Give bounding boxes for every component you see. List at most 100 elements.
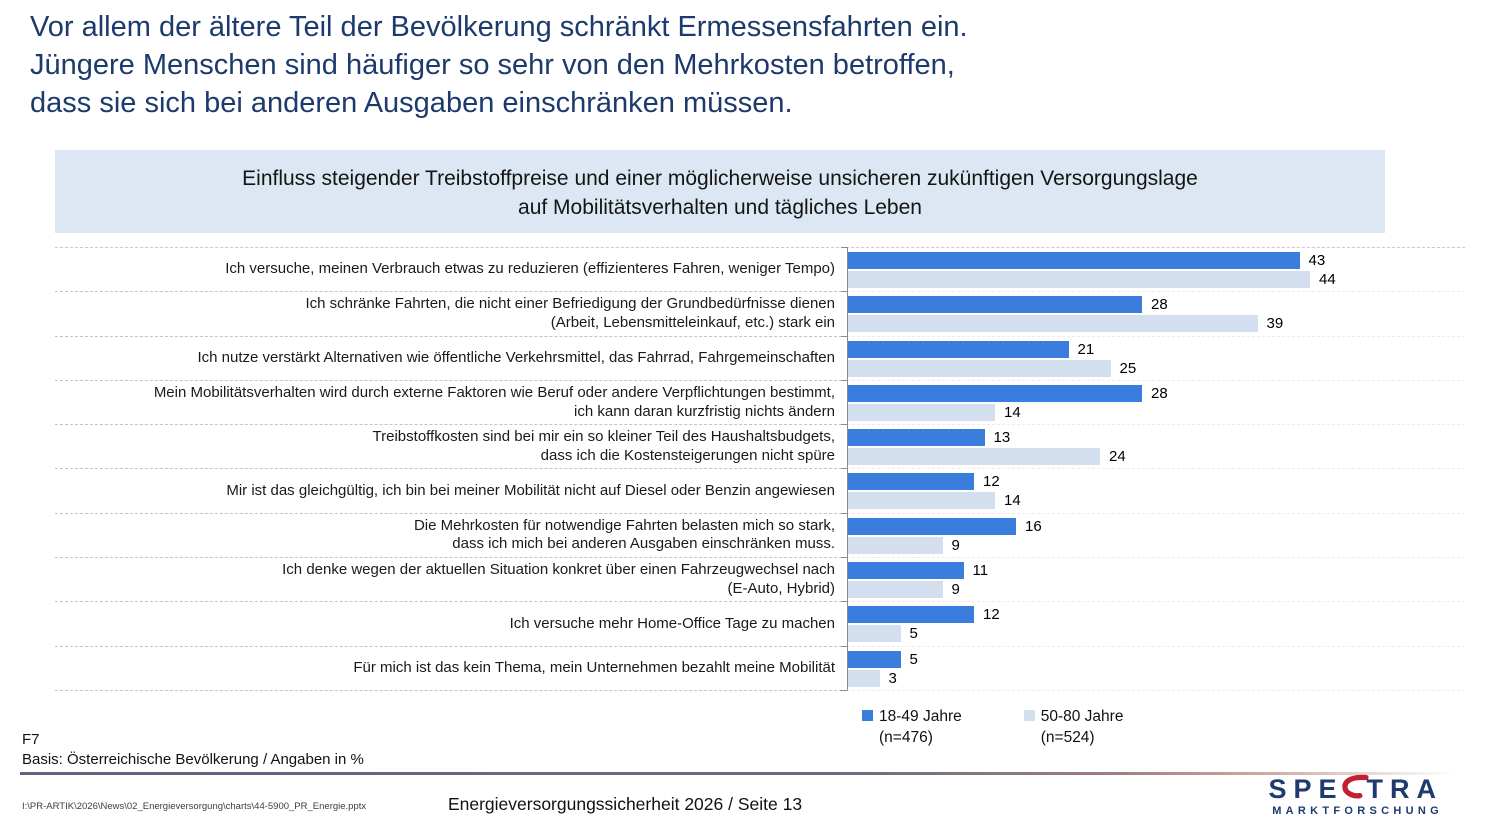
legend-label: 18-49 Jahre (n=476) [879,706,962,748]
category-label: Ich versuche, meinen Verbrauch etwas zu … [55,248,847,293]
bar-line: 14 [848,403,1465,422]
bar-50-80-jahre [848,315,1258,333]
bar-18-49-jahre [848,650,901,668]
bar-18-49-jahre [848,429,985,447]
chart-row: Ich denke wegen der aktuellen Situation … [55,557,1465,603]
category-bars: 21 25 [841,335,1465,381]
slide-title-line: Vor allem der ältere Teil der Bevölkerun… [30,11,968,43]
bar-50-80-jahre [848,669,880,687]
category-label: Mir ist das gleichgültig, ich bin bei me… [55,469,847,514]
value-label: 5 [909,650,918,668]
bar-line: 28 [848,384,1465,403]
category-label: Mein Mobilitätsverhalten wird durch exte… [55,381,847,426]
footer-page-title: Energieversorgungssicherheit 2026 / Seit… [447,794,803,814]
category-bars: 13 24 [841,424,1465,470]
category-label-text: Für mich ist das kein Thema, mein Untern… [353,659,835,677]
category-label-text: Ich denke wegen der aktuellen Situation … [282,561,835,597]
legend-label-text: 18-49 Jahre [879,708,962,725]
footer-divider [20,772,1485,775]
bar-line: 9 [848,580,1465,599]
category-label-text: Ich schränke Fahrten, die nicht einer Be… [305,295,836,331]
category-bars: 43 44 [841,246,1465,293]
chart-row: Die Mehrkosten für notwendige Fahrten be… [55,512,1465,559]
bar-line: 16 [848,517,1465,536]
chart-row: Mein Mobilitätsverhalten wird durch exte… [55,379,1465,426]
file-path: I:\PR-ARTIK\2026\News\02_Energieversorgu… [22,801,367,812]
value-label: 13 [993,429,1011,447]
bar-line: 11 [848,561,1465,580]
bar-50-80-jahre [848,536,943,554]
category-label: Treibstoffkosten sind bei mir ein so kle… [55,425,847,470]
bar-18-49-jahre [848,473,974,491]
category-label: Ich nutze verstärkt Alternativen wie öff… [55,337,847,381]
value-label: 28 [1151,384,1168,402]
bar-line: 5 [848,624,1465,643]
bar-line: 43 [848,251,1465,270]
value-label: 21 [1077,340,1095,358]
slide-title: Vor allem der ältere Teil der Bevölkerun… [30,8,1260,122]
bar-line: 14 [848,491,1465,510]
category-label-text: Ich nutze verstärkt Alternativen wie öff… [197,348,835,366]
chart-row: Ich versuche, meinen Verbrauch etwas zu … [55,246,1465,293]
category-label-text: Treibstoffkosten sind bei mir ein so kle… [372,428,835,464]
slide-title-line: Jüngere Menschen sind häufiger so sehr v… [30,49,955,81]
value-label: 5 [909,625,918,643]
chart-row: Ich versuche mehr Home-Office Tage zu ma… [55,601,1465,647]
category-label-text: Mir ist das gleichgültig, ich bin bei me… [226,481,835,499]
value-label: 11 [972,562,989,580]
chart-legend: 18-49 Jahre (n=476) 50-80 Jahre (n=524) [862,706,1123,748]
category-bars: 28 14 [841,379,1465,426]
logo-text-tra: TRA [1366,774,1443,804]
chart-title-line: Einfluss steigender Treibstoffpreise und… [242,167,1198,190]
value-label: 12 [983,473,1000,491]
chart-row: Treibstoffkosten sind bei mir ein so kle… [55,424,1465,470]
bar-line: 24 [848,447,1465,466]
logo-subtitle: MARKTFORSCHUNG [1272,805,1443,817]
bar-line: 12 [848,472,1465,491]
value-label: 39 [1266,315,1284,333]
bar-18-49-jahre [848,562,964,580]
chart-row: Für mich ist das kein Thema, mein Untern… [55,645,1465,691]
category-label: Ich denke wegen der aktuellen Situation … [55,558,847,603]
value-label: 14 [1004,403,1021,421]
bar-line: 12 [848,605,1465,624]
bar-chart: Ich versuche, meinen Verbrauch etwas zu … [55,246,1465,691]
bar-18-49-jahre [848,384,1142,402]
bar-line: 28 [848,295,1465,314]
bar-18-49-jahre [848,252,1300,269]
bar-18-49-jahre [848,340,1069,358]
question-number: F7 [22,731,40,748]
spectra-logo: SPE TRA MARKTFORSCHUNG [1268,774,1443,817]
value-label: 24 [1109,448,1126,466]
bar-50-80-jahre [848,492,995,510]
legend-label-n: (n=476) [879,729,933,746]
category-label: Für mich ist das kein Thema, mein Untern… [55,647,847,691]
category-label-text: Ich versuche, meinen Verbrauch etwas zu … [225,260,835,278]
bar-line: 3 [848,669,1465,688]
legend-swatch-50-80 [1023,710,1035,721]
bar-50-80-jahre [848,403,995,421]
legend-label-text: 50-80 Jahre [1040,708,1124,725]
chart-rows: Ich versuche, meinen Verbrauch etwas zu … [55,246,1465,691]
category-label-text: Ich versuche mehr Home-Office Tage zu ma… [509,614,835,632]
chart-row: Mir ist das gleichgültig, ich bin bei me… [55,468,1465,514]
category-bars: 12 14 [841,468,1465,514]
bar-line: 39 [848,314,1465,333]
value-label: 25 [1119,359,1137,377]
legend-swatch-18-49 [862,710,873,721]
legend-label-n: (n=524) [1040,729,1095,746]
bar-18-49-jahre [848,606,974,624]
logo-wordmark: SPE TRA [1268,774,1443,804]
category-label-text: Die Mehrkosten für notwendige Fahrten be… [413,516,835,553]
bar-50-80-jahre [848,359,1111,377]
bar-50-80-jahre [848,581,943,599]
legend-label: 50-80 Jahre (n=524) [1041,706,1124,748]
category-bars: 12 5 [841,601,1465,647]
value-label: 43 [1308,252,1326,269]
chart-row: Ich nutze verstärkt Alternativen wie öff… [55,335,1465,381]
category-label: Ich schränke Fahrten, die nicht einer Be… [55,292,847,337]
value-label: 3 [888,669,897,687]
chart-title-line: auf Mobilitätsverhalten und tägliches Le… [518,196,922,219]
value-label: 9 [951,536,960,554]
bar-line: 44 [848,270,1465,289]
